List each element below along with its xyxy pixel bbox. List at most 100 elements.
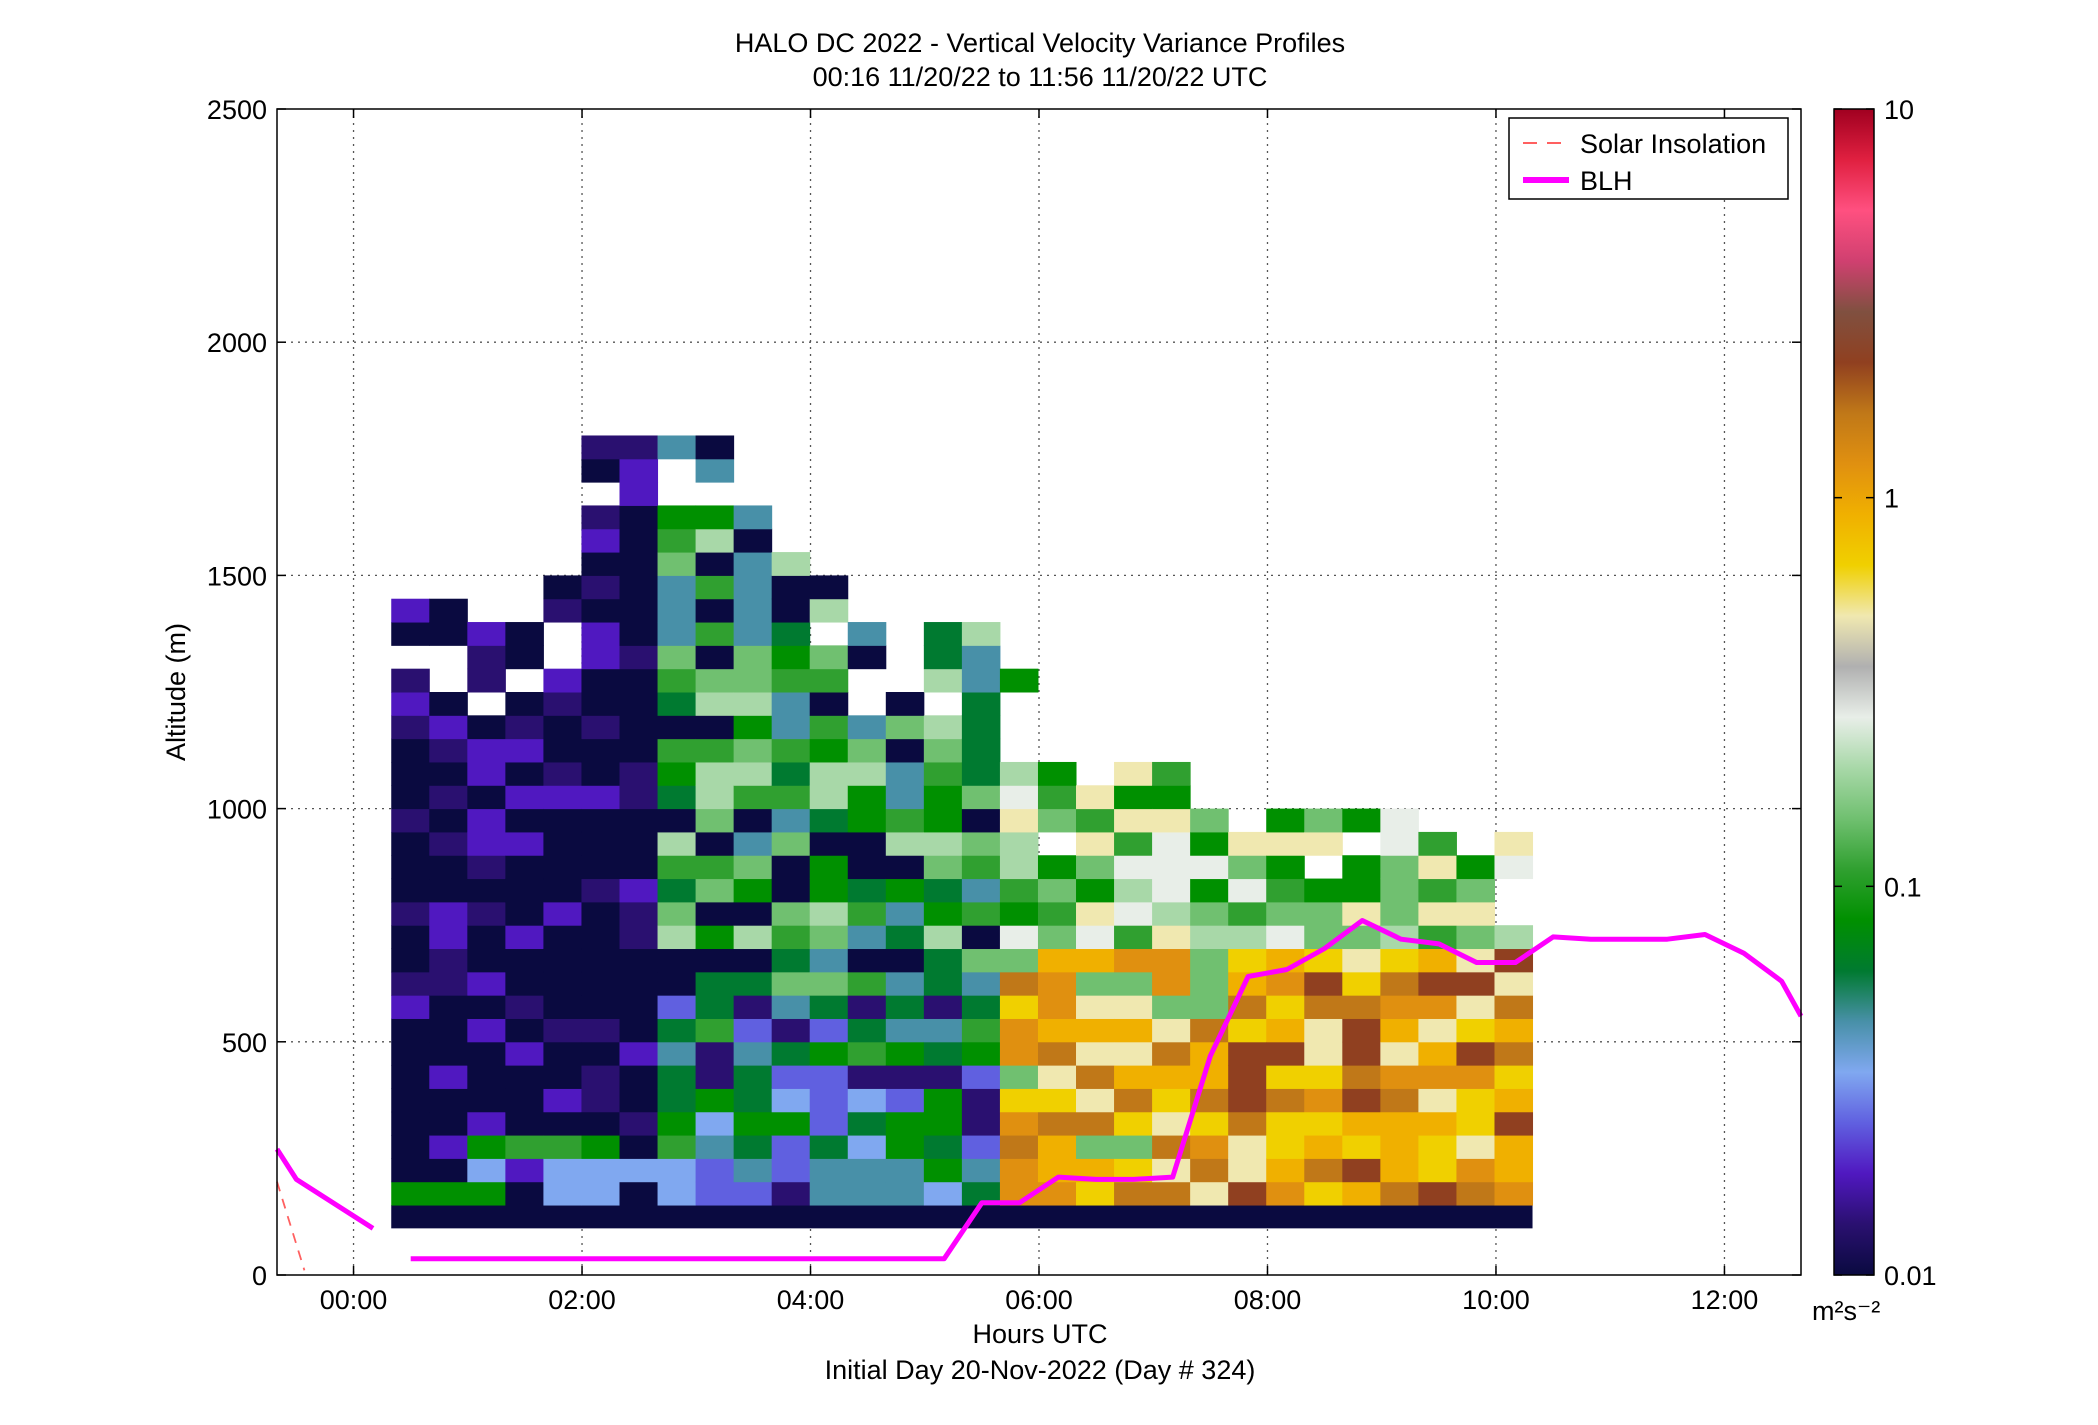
heatmap-cell xyxy=(505,738,544,763)
heatmap-cell xyxy=(1342,855,1381,880)
heatmap-cell xyxy=(505,995,544,1019)
heatmap-cell xyxy=(771,971,811,996)
heatmap-cell xyxy=(771,831,811,856)
y-tick-label: 1000 xyxy=(207,795,267,825)
heatmap-cell xyxy=(657,1088,697,1113)
heatmap-cell xyxy=(923,622,963,646)
heatmap-cell xyxy=(1076,831,1115,856)
heatmap-cell xyxy=(1266,971,1305,996)
heatmap-cell xyxy=(1456,1111,1495,1136)
heatmap-cell xyxy=(467,645,506,670)
heatmap-cell xyxy=(923,668,963,693)
heatmap-cell xyxy=(429,1135,468,1159)
heatmap-cell xyxy=(1380,1088,1419,1113)
heatmap-cell xyxy=(1076,1065,1115,1089)
heatmap-cell xyxy=(619,785,659,810)
heatmap-cell xyxy=(809,1111,849,1136)
heatmap-cell xyxy=(619,855,659,880)
heatmap-cell xyxy=(619,1158,659,1183)
heatmap-cell xyxy=(391,622,430,646)
heatmap-cell xyxy=(1037,785,1077,810)
heatmap-cell xyxy=(657,831,697,856)
heatmap-cell xyxy=(847,1181,887,1206)
heatmap-cell xyxy=(695,715,735,740)
heatmap-cell xyxy=(1114,995,1153,1019)
heatmap-cell xyxy=(1494,1041,1534,1066)
heatmap-cell xyxy=(809,831,849,856)
axis-ticks: 00:00 02:00 04:00 06:00 08:00 10:00 12:00 0 500 1… xyxy=(207,95,1801,1315)
heatmap-cell xyxy=(999,761,1039,786)
heatmap-cell xyxy=(505,692,544,716)
heatmap-cell xyxy=(619,645,659,670)
heatmap-cell xyxy=(847,1041,887,1066)
heatmap-cell xyxy=(1152,901,1191,926)
heatmap-cell xyxy=(619,622,659,646)
heatmap-cell xyxy=(1037,995,1077,1019)
heatmap-cell xyxy=(1380,1018,1419,1043)
heatmap-cell xyxy=(1228,901,1267,926)
heatmap-cell xyxy=(1342,808,1381,833)
heatmap-cell xyxy=(1342,901,1381,926)
heatmap-cell xyxy=(467,995,506,1019)
heatmap-cell xyxy=(1456,1065,1495,1089)
heatmap-cell xyxy=(581,1111,621,1136)
heatmap-cell xyxy=(505,785,544,810)
heatmap-cell xyxy=(771,1065,811,1089)
heatmap-cell xyxy=(1190,995,1229,1019)
heatmap-cell xyxy=(619,1065,659,1089)
heatmap-cell xyxy=(1304,948,1343,973)
heatmap-cell xyxy=(809,1065,849,1089)
heatmap-cell xyxy=(961,831,1001,856)
heatmap-cell xyxy=(1076,948,1115,973)
heatmap-cell xyxy=(999,948,1039,973)
heatmap-cell xyxy=(1418,995,1457,1019)
heatmap-cell xyxy=(543,878,582,903)
heatmap-cell xyxy=(1114,1041,1153,1066)
heatmap-cell xyxy=(1076,1135,1115,1159)
heatmap-cell xyxy=(429,598,468,623)
heatmap-cell xyxy=(1304,901,1343,926)
heatmap-cell xyxy=(1494,1181,1534,1206)
heatmap-cell xyxy=(695,948,735,973)
heatmap-cell xyxy=(581,855,621,880)
heatmap-cell xyxy=(1228,1181,1267,1206)
heatmap-cell xyxy=(999,1135,1039,1159)
heatmap-cell xyxy=(505,831,544,856)
heatmap-cell xyxy=(999,831,1039,856)
heatmap-cell xyxy=(391,598,430,623)
heatmap-cell xyxy=(581,1088,621,1113)
heatmap-cell xyxy=(467,1018,506,1043)
heatmap-cell xyxy=(619,482,659,506)
heatmap-cell xyxy=(961,645,1001,670)
heatmap-cell xyxy=(1418,831,1457,856)
heatmap-cell xyxy=(923,901,963,926)
heatmap-cell xyxy=(885,715,925,740)
heatmap-cell xyxy=(619,692,659,716)
heatmap-cell xyxy=(695,692,735,716)
colorbar xyxy=(1833,108,1875,1276)
heatmap-cell xyxy=(581,785,621,810)
heatmap-cell xyxy=(429,761,468,786)
heatmap-cell xyxy=(695,738,735,763)
heatmap-cell xyxy=(657,785,697,810)
heatmap-cell xyxy=(657,1135,697,1159)
heatmap-cell xyxy=(1494,831,1534,856)
heatmap-cell xyxy=(771,1018,811,1043)
heatmap-cell xyxy=(1456,1158,1495,1183)
heatmap-cell xyxy=(1342,1018,1381,1043)
heatmap-cell xyxy=(1152,1181,1191,1206)
heatmap-cell xyxy=(657,1018,697,1043)
heatmap-cell xyxy=(505,715,544,740)
heatmap-cell xyxy=(885,785,925,810)
heatmap-cell xyxy=(505,622,544,646)
heatmap-cell xyxy=(809,901,849,926)
heatmap-cell xyxy=(695,785,735,810)
heatmap-cell xyxy=(1190,831,1229,856)
heatmap-cell xyxy=(809,1088,849,1113)
x-tick-label: 02:00 xyxy=(548,1285,616,1315)
heatmap-cell xyxy=(1380,855,1419,880)
heatmap-cell xyxy=(391,808,430,833)
heatmap-cell xyxy=(619,598,659,623)
heatmap-cell xyxy=(847,808,887,833)
heatmap-cell xyxy=(1456,995,1495,1019)
